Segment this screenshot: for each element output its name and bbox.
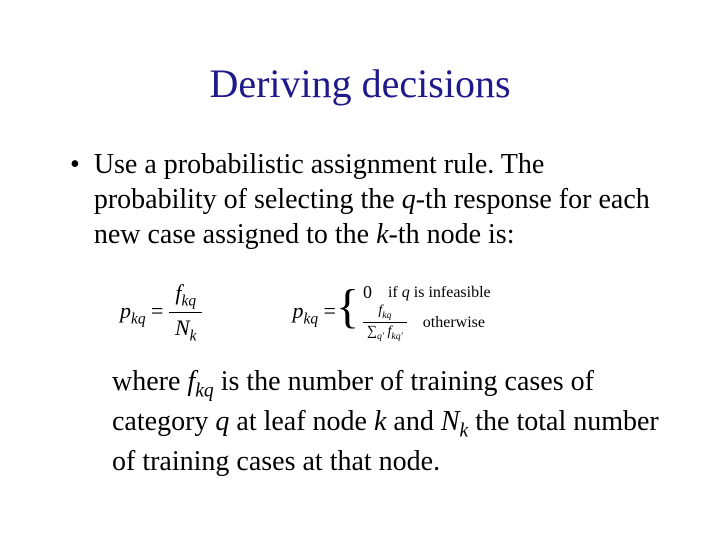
- case-1: 0 if q is infeasible: [363, 283, 491, 303]
- case2-den-fsub: kq′: [391, 331, 402, 342]
- eq1-psub: kq: [131, 310, 146, 327]
- eq1-eq: =: [146, 298, 169, 323]
- fu-n: N: [441, 406, 460, 437]
- fu-mid3: and: [386, 406, 440, 437]
- case1-post: is infeasible: [410, 284, 491, 301]
- bullet-mid2: -th node is:: [389, 219, 515, 250]
- case1-cond: if q is infeasible: [388, 284, 491, 302]
- case1-val: 0: [363, 283, 372, 303]
- case-2: fkq ∑q′ fkq′ otherwise: [363, 303, 491, 343]
- followup-text: where fkq is the number of training case…: [112, 364, 660, 479]
- eq2-psub: kq: [303, 310, 318, 327]
- case2-num: fkq: [363, 303, 407, 324]
- bullet-q: q: [402, 184, 416, 215]
- fu-k: k: [374, 406, 386, 437]
- slide-title: Deriving decisions: [60, 60, 660, 107]
- slide: Deriving decisions • Use a probabilistic…: [0, 0, 720, 540]
- case2-num-sub: kq: [382, 310, 391, 321]
- bullet-marker: •: [70, 147, 80, 252]
- case2-frac: fkq ∑q′ fkq′: [363, 303, 407, 343]
- eq2-lhs: pkq =: [292, 298, 335, 328]
- equation-2: pkq = { 0 if q is infeasible fkq ∑q′ fkq…: [292, 283, 490, 343]
- eq2-p: p: [292, 298, 303, 323]
- cases-body: 0 if q is infeasible fkq ∑q′ fkq′ otherw…: [363, 283, 491, 343]
- eq1-num: fkq: [169, 280, 203, 313]
- bullet-item: • Use a probabilistic assignment rule. T…: [70, 147, 660, 252]
- case2-sumsub: q′: [377, 331, 384, 342]
- eq1-den-n: N: [175, 315, 190, 340]
- eq2-eq: =: [318, 298, 336, 323]
- fu-mid2: at leaf node: [229, 406, 374, 437]
- equation-row: pkq = fkq Nk pkq = { 0 if q is infeasibl…: [120, 280, 660, 346]
- case1-var: q: [402, 284, 410, 301]
- eq2-cases: { 0 if q is infeasible fkq ∑q′ fkq′ othe: [336, 283, 491, 343]
- case2-cond: otherwise: [423, 314, 485, 332]
- fu-nsub: k: [460, 420, 469, 441]
- fu-fsub: kq: [195, 380, 214, 401]
- bullet-k: k: [376, 219, 388, 250]
- brace-icon: {: [336, 283, 359, 343]
- case1-pre: if: [388, 284, 402, 301]
- eq1-den: Nk: [169, 313, 203, 345]
- equation-1: pkq = fkq Nk: [120, 280, 202, 346]
- eq1-num-sub: kq: [182, 292, 197, 309]
- eq1-den-sub: k: [190, 328, 197, 345]
- case2-sum: ∑: [367, 324, 377, 339]
- fu-pre: where: [112, 366, 187, 397]
- fu-q: q: [215, 406, 229, 437]
- bullet-text: Use a probabilistic assignment rule. The…: [94, 147, 660, 252]
- eq1-p: p: [120, 298, 131, 323]
- case2-den: ∑q′ fkq′: [363, 323, 407, 343]
- eq1-fraction: fkq Nk: [169, 280, 203, 346]
